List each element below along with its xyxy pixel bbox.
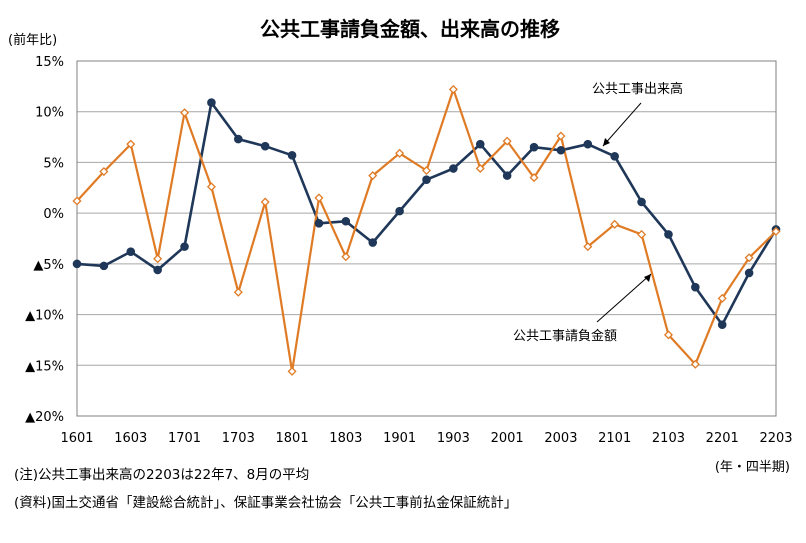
data-point-ukeoi-1602 [99, 167, 109, 177]
x-tick-label: 1801 [276, 431, 309, 446]
y-tick-label: ▲15% [25, 359, 64, 374]
data-point-shidaka-1704 [260, 141, 270, 151]
data-point-ukeoi-1903 [448, 84, 458, 94]
annotation-label-ukeoi: 公共工事請負金額 [513, 328, 617, 344]
data-point-ukeoi-2002 [529, 173, 539, 183]
y-tick-label: 5% [43, 156, 64, 171]
x-tick-label: 1901 [383, 431, 416, 446]
data-point-ukeoi-1804 [368, 171, 378, 181]
data-point-shidaka-1902 [422, 175, 431, 184]
x-tick-label: 2203 [759, 431, 792, 446]
x-tick-label: 1803 [329, 431, 362, 446]
x-tick-label: 1603 [114, 431, 147, 446]
y-tick-label: ▲10% [25, 309, 64, 324]
data-point-shidaka-1702 [207, 98, 216, 107]
data-point-shidaka-2004 [583, 139, 593, 149]
data-point-ukeoi-1801 [287, 366, 297, 376]
data-point-shidaka-2101 [610, 152, 619, 161]
x-tick-label: 2001 [491, 431, 524, 446]
x-tick-label: 1601 [60, 431, 93, 446]
y-tick-label: 15% [35, 55, 64, 70]
data-point-ukeoi-1704 [260, 197, 270, 207]
data-point-ukeoi-2103 [663, 330, 673, 340]
y-tick-label: 0% [43, 207, 64, 222]
annotation-label-shidaka: 公共工事出来高 [592, 81, 683, 97]
data-point-ukeoi-1902 [421, 166, 432, 176]
data-point-ukeoi-2104 [690, 359, 700, 369]
data-point-shidaka-1604 [153, 265, 162, 275]
chart-title: 公共工事請負金額、出来高の推移 [260, 17, 560, 41]
data-point-shidaka-1802 [314, 218, 324, 228]
plot-area-frame [76, 60, 777, 417]
data-point-ukeoi-2101 [610, 219, 620, 229]
footnote: (注)公共工事出来高の2203は22年7、8月の平均 [14, 467, 310, 483]
x-tick-label: 2101 [598, 431, 631, 446]
data-point-ukeoi-1603 [126, 139, 136, 149]
source-note: (資料)国土交通省「建設総合統計」、保証事業会社協会「公共工事前払金保証統計」 [14, 495, 518, 511]
annotation-arrow-shidaka [602, 102, 642, 147]
data-point-shidaka-2002 [529, 142, 539, 152]
data-point-ukeoi-2003 [556, 131, 566, 141]
y-tick-label: 10% [35, 106, 64, 121]
x-tick-label: 1703 [222, 431, 255, 446]
gridlines [77, 111, 776, 366]
series-line-0 [76, 101, 778, 327]
data-point-ukeoi-1703 [233, 287, 243, 297]
x-tick-label: 2003 [544, 431, 577, 446]
y-tick-labels: 15% 10% 5% 0% ▲5% ▲10% ▲15% ▲20% [25, 55, 64, 425]
data-point-ukeoi-1802 [314, 193, 324, 203]
data-point-ukeoi-1601 [72, 196, 82, 206]
data-point-shidaka-1701 [180, 242, 189, 251]
data-point-shidaka-1803 [341, 216, 351, 226]
x-tick-labels: 1601 1603 1701 1703 1801 1803 1901 1903 2001 2003… [60, 431, 792, 446]
data-point-ukeoi-2102 [637, 229, 647, 239]
data-point-shidaka-1601 [72, 259, 82, 269]
y-tick-label: ▲20% [25, 410, 64, 425]
data-point-shidaka-1903 [449, 164, 458, 173]
data-point-shidaka-2103 [664, 230, 673, 239]
annotation-arrow-ukeoi [596, 273, 652, 323]
data-point-shidaka-2001 [502, 171, 512, 180]
data-point-ukeoi-1701 [180, 108, 190, 118]
data-point-shidaka-1801 [287, 151, 297, 160]
data-point-shidaka-1804 [368, 238, 378, 247]
data-point-ukeoi-1604 [153, 254, 163, 264]
series-group [72, 84, 781, 376]
data-point-ukeoi-2004 [583, 242, 593, 252]
data-point-ukeoi-1901 [395, 148, 405, 158]
y-axis-label: (前年比) [8, 32, 57, 48]
annotation-arrowhead-shidaka [603, 138, 610, 146]
data-point-ukeoi-2203 [771, 226, 781, 236]
x-tick-label: 2201 [706, 431, 739, 446]
series-line-1 [76, 88, 777, 373]
data-point-shidaka-1904 [475, 139, 485, 149]
data-point-shidaka-1901 [395, 206, 404, 216]
data-point-shidaka-2003 [556, 145, 566, 155]
data-point-ukeoi-1803 [341, 252, 351, 262]
data-point-shidaka-2102 [637, 197, 646, 207]
data-point-ukeoi-1904 [475, 163, 485, 174]
data-point-shidaka-1602 [99, 261, 109, 271]
y-tick-label: ▲5% [33, 258, 64, 273]
annotations: 公共工事出来高 公共工事請負金額 [513, 81, 683, 344]
data-point-shidaka-1703 [234, 134, 243, 144]
data-point-shidaka-2201 [717, 320, 727, 330]
data-point-ukeoi-2001 [502, 136, 512, 146]
data-point-ukeoi-1702 [206, 182, 216, 192]
x-axis-label: (年・四半期) [715, 460, 790, 475]
data-point-ukeoi-2201 [717, 293, 727, 303]
x-tick-label: 2103 [652, 431, 685, 446]
data-point-ukeoi-2202 [744, 253, 754, 263]
data-point-shidaka-1603 [126, 247, 136, 256]
x-tick-label: 1701 [168, 431, 201, 446]
data-point-shidaka-2202 [744, 268, 754, 278]
annotation-arrowhead-ukeoi [644, 274, 651, 282]
x-tick-label: 1903 [437, 431, 470, 446]
data-point-shidaka-2104 [691, 282, 700, 292]
